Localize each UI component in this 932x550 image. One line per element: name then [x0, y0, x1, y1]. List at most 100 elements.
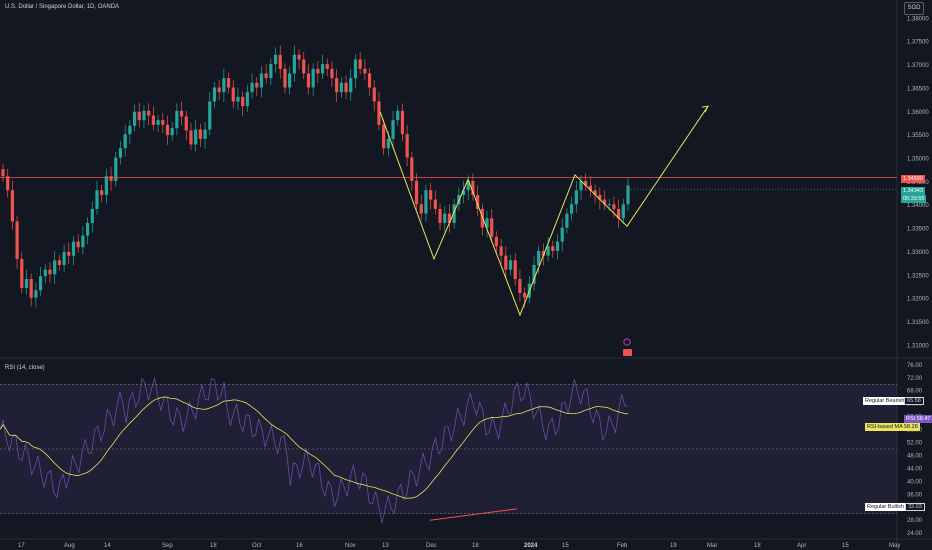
candle-body [485, 218, 489, 228]
time-tick-label: Apr [797, 543, 806, 549]
candle-body [255, 82, 259, 88]
rsi-tag-text: RSI [906, 416, 916, 422]
time-tick-label: Nov [345, 543, 356, 549]
candle-body [184, 116, 188, 131]
candle-body [132, 111, 137, 126]
candle-body [76, 241, 80, 248]
candle-body [405, 134, 409, 158]
candle-body [53, 260, 57, 275]
candle-body [372, 87, 376, 102]
candle-body [523, 293, 527, 298]
candle-body [490, 218, 494, 237]
zigzag-pattern [379, 105, 709, 317]
countdown-label: 05:39:55 [901, 195, 927, 203]
candle-body [161, 120, 165, 125]
candle-body [400, 110, 405, 135]
regular-bullish-label: Regular Bullish [865, 503, 906, 511]
candle-body [325, 64, 329, 69]
rsi-tag: RSI 58.47 [904, 415, 932, 423]
candle-body [382, 124, 386, 149]
price-tick-label: 1.37000 [907, 63, 929, 69]
candle-body [316, 68, 320, 74]
candle-body [570, 204, 574, 214]
rsi-tick-label: 24.00 [907, 531, 923, 537]
time-tick-label: 13 [382, 543, 389, 549]
candle-body [621, 204, 625, 219]
candle-body [457, 194, 461, 205]
candle-body [466, 180, 470, 191]
candle-body [508, 260, 513, 270]
candle-body [297, 54, 301, 60]
candle-body [607, 204, 611, 206]
candle-body [574, 190, 578, 205]
candle-body [20, 258, 24, 288]
candle-body [273, 54, 278, 65]
candle-body [546, 246, 550, 256]
candle-body [231, 87, 235, 102]
candle-body [245, 92, 249, 107]
candle-body [165, 124, 170, 136]
candle-body [335, 78, 339, 93]
candle-body [617, 208, 621, 219]
time-tick-label: 14 [104, 543, 111, 549]
candle-body [396, 110, 400, 121]
candle-body [461, 190, 466, 195]
candle-body [443, 213, 447, 223]
candle-body [476, 194, 480, 209]
time-tick-label: 18 [210, 543, 217, 549]
candle-body [612, 204, 616, 209]
price-tick-label: 1.32000 [907, 297, 929, 303]
rsi-title: RSI (14, close) [5, 365, 45, 371]
candle-body [179, 110, 184, 117]
current-price-value: 1.34343 [903, 188, 923, 194]
candle-body [419, 204, 423, 214]
time-tick-label: 15 [562, 543, 569, 549]
time-tick-label: 16 [296, 543, 303, 549]
rsi-tag-value: 58.47 [916, 416, 931, 422]
prev-close-label: 1.34590 [901, 175, 925, 183]
candle-body [551, 246, 555, 251]
price-tick-label: 1.33000 [907, 250, 929, 256]
price-tick-label: 1.36000 [907, 110, 929, 116]
price-tick-label: 1.32500 [907, 273, 929, 279]
candle-body [222, 78, 226, 93]
candle-body [541, 250, 546, 256]
time-tick-label: Oct [252, 543, 262, 549]
candle-body [593, 190, 597, 195]
candle-body [194, 129, 198, 145]
candle-body [339, 82, 343, 93]
time-tick-label: 17 [18, 543, 25, 549]
currency-button[interactable]: SGD [904, 2, 924, 15]
candle-body [226, 78, 231, 88]
regular-bearish-text: Regular Bearish [865, 398, 905, 404]
candle-body [414, 180, 419, 205]
event-marker-icon [623, 338, 631, 346]
candle-body [386, 138, 390, 149]
candle-body [203, 129, 207, 139]
candle-body [278, 54, 282, 69]
candle-body [198, 129, 202, 139]
candle-body [38, 276, 43, 291]
rsi-tick-label: 40.00 [907, 479, 923, 485]
rsi-tick-label: 72.00 [907, 376, 923, 382]
candle-body [433, 199, 437, 209]
candle-body [118, 148, 123, 158]
price-tick-label: 1.31500 [907, 320, 929, 326]
candle-body [170, 128, 174, 136]
candle-body [537, 250, 541, 265]
candle-body [29, 278, 33, 298]
rsi-tick-label: 68.00 [907, 389, 923, 395]
candle-body [95, 190, 99, 209]
price-tick-label: 1.31000 [907, 343, 929, 349]
candle-body [555, 241, 560, 251]
candle-body [15, 221, 19, 259]
candle-body [471, 180, 475, 195]
candle-body [128, 125, 132, 135]
rsi-line [0, 377, 629, 524]
candle-body [565, 213, 569, 228]
candle-body [504, 255, 508, 270]
candle-body [579, 180, 583, 191]
bullish-divergence-line [429, 508, 518, 521]
